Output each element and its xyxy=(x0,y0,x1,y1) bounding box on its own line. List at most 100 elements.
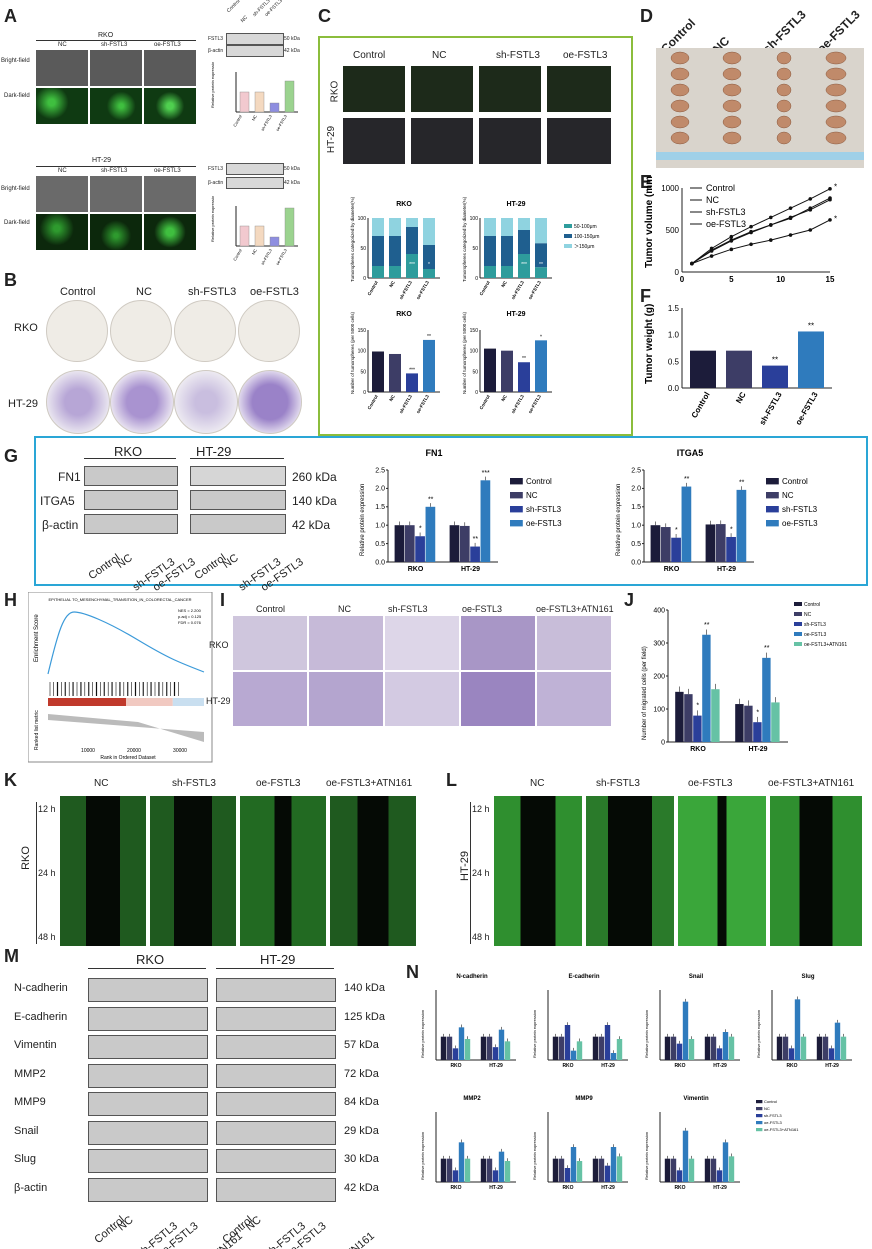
g-fn1-legend-swatch xyxy=(510,492,523,499)
n-xcat: RKO xyxy=(450,1063,461,1069)
n-bar xyxy=(592,1036,599,1060)
n-bar xyxy=(716,1048,723,1060)
n-bar xyxy=(446,1158,453,1182)
a-ht29-blot-row-fstl3: FSTL3 xyxy=(208,166,224,172)
g-blot-ht29-itga5 xyxy=(190,490,286,510)
f-ytick: 1.5 xyxy=(668,304,680,313)
j-legend-label: NC xyxy=(804,612,812,618)
l-col-2: sh-FSTL3 xyxy=(596,778,640,789)
n-bar xyxy=(688,1039,695,1060)
d-tumor xyxy=(776,131,792,145)
g-itga5-sig: ** xyxy=(739,479,745,486)
d-tumor xyxy=(776,67,792,81)
g-itga5-legend-swatch xyxy=(766,478,779,485)
c-stack-segment xyxy=(535,267,547,278)
n-bar xyxy=(676,1043,683,1060)
k-img-4 xyxy=(330,796,416,946)
a-ht29-ylabel: Relative protein expression xyxy=(210,196,215,242)
n-bar xyxy=(464,1039,471,1060)
a-rko-blot-kda-1: 50 kDa xyxy=(284,36,300,42)
g-itga5-bar xyxy=(650,525,661,562)
c-stack-segment xyxy=(372,218,384,236)
d-tumor xyxy=(776,83,792,97)
h-ylabel-bottom: Ranked list metric xyxy=(34,710,40,750)
d-tumor xyxy=(825,51,847,65)
h-title: EPITHELIAL TO_MESENCHYMAL_TRANSITION_IN_… xyxy=(49,597,192,602)
h-stat: p.adj = 0.125 xyxy=(178,614,202,619)
g-fn1-ytick-label: 0.5 xyxy=(375,541,385,548)
d-tumor xyxy=(722,115,742,129)
g-fn1-bar xyxy=(394,525,405,562)
g-itga5-bar xyxy=(671,537,681,562)
i-row-rko: RKO xyxy=(209,640,229,650)
g-line-rko: RKO xyxy=(114,444,143,459)
j-sig: * xyxy=(696,703,699,710)
n-xcat: HT-29 xyxy=(713,1185,727,1191)
b-row-rko: RKO xyxy=(14,322,38,334)
a-rko-bf-2 xyxy=(90,50,142,86)
f-xcat: Control xyxy=(690,391,712,420)
n-bar xyxy=(464,1158,471,1182)
c-count-ytick: 150 xyxy=(358,328,367,334)
g-fn1-sig: *** xyxy=(482,470,490,477)
l-img-2 xyxy=(586,796,674,946)
h-xtick: 10000 xyxy=(81,748,95,754)
n-bar xyxy=(564,1168,571,1182)
d-ruler xyxy=(656,152,864,160)
c-stack-sig: * xyxy=(428,262,430,268)
g-fn1-sig: ** xyxy=(473,536,479,543)
g-fn1-ytick-label: 1.5 xyxy=(375,504,385,511)
n-ylabel: Relative protein expression xyxy=(532,1132,537,1180)
e-point xyxy=(749,224,753,229)
c-stack-legend-label: ＞150μm xyxy=(574,244,594,250)
c-stack-segment xyxy=(501,236,513,266)
b-row-ht29: HT-29 xyxy=(8,398,38,410)
k-time-12: 12 h xyxy=(38,804,56,814)
n-legend-swatch xyxy=(756,1121,763,1125)
j-bar xyxy=(744,705,753,742)
c-stack-xcat: sh-FSTL3 xyxy=(398,280,413,301)
e-ytick: 500 xyxy=(666,226,680,235)
d-tumor xyxy=(722,99,742,113)
e-legend-label: sh-FSTL3 xyxy=(706,207,746,217)
e-point xyxy=(709,254,714,258)
n-xcat: RKO xyxy=(562,1185,573,1191)
n-bar xyxy=(816,1036,823,1060)
k-col-1: NC xyxy=(94,778,109,789)
n-legend-swatch xyxy=(756,1107,763,1111)
e-point xyxy=(749,242,753,247)
c-count-ytick: 0 xyxy=(363,390,366,396)
g-itga5-bar xyxy=(726,536,736,562)
panel-label-a: A xyxy=(4,6,17,26)
l-img-4 xyxy=(770,796,862,946)
m-blot-rko xyxy=(88,978,208,1002)
n-bar xyxy=(794,999,801,1060)
c-stack-segment xyxy=(406,227,418,254)
g-blot-rko-itga5 xyxy=(84,490,178,510)
j-bar xyxy=(711,689,720,742)
b-plate-ht29-nc xyxy=(110,370,174,434)
n-bar xyxy=(834,1022,841,1060)
c-stack-xcat: NC xyxy=(500,279,508,288)
f-ylabel: Tumor weight (g) xyxy=(644,304,655,384)
n-bar xyxy=(480,1036,487,1060)
n-bar xyxy=(440,1036,447,1060)
n-bar xyxy=(570,1050,577,1060)
c-count-title: RKO xyxy=(396,311,412,318)
j-bar xyxy=(675,691,684,742)
c-count-ytick: 150 xyxy=(470,328,479,334)
panel-label-d: D xyxy=(640,6,653,26)
c-stack-sig: *** xyxy=(409,262,415,268)
n-legend-label: oe-FSTL3+ATN161 xyxy=(764,1127,799,1132)
a-rko-blot-row-actin: β-actin xyxy=(208,48,224,54)
g-itga5-title: ITGA5 xyxy=(677,448,704,458)
n-bar xyxy=(452,1170,459,1182)
n-bar xyxy=(576,1041,583,1060)
c-count-xcat: NC xyxy=(500,393,508,402)
n-bar xyxy=(558,1158,565,1182)
m-blot-ht29 xyxy=(216,1149,336,1173)
panel-label-l: L xyxy=(446,770,457,790)
a-rko-col-oe: oe-FSTL3 xyxy=(154,42,181,48)
n-bar xyxy=(492,1170,499,1182)
